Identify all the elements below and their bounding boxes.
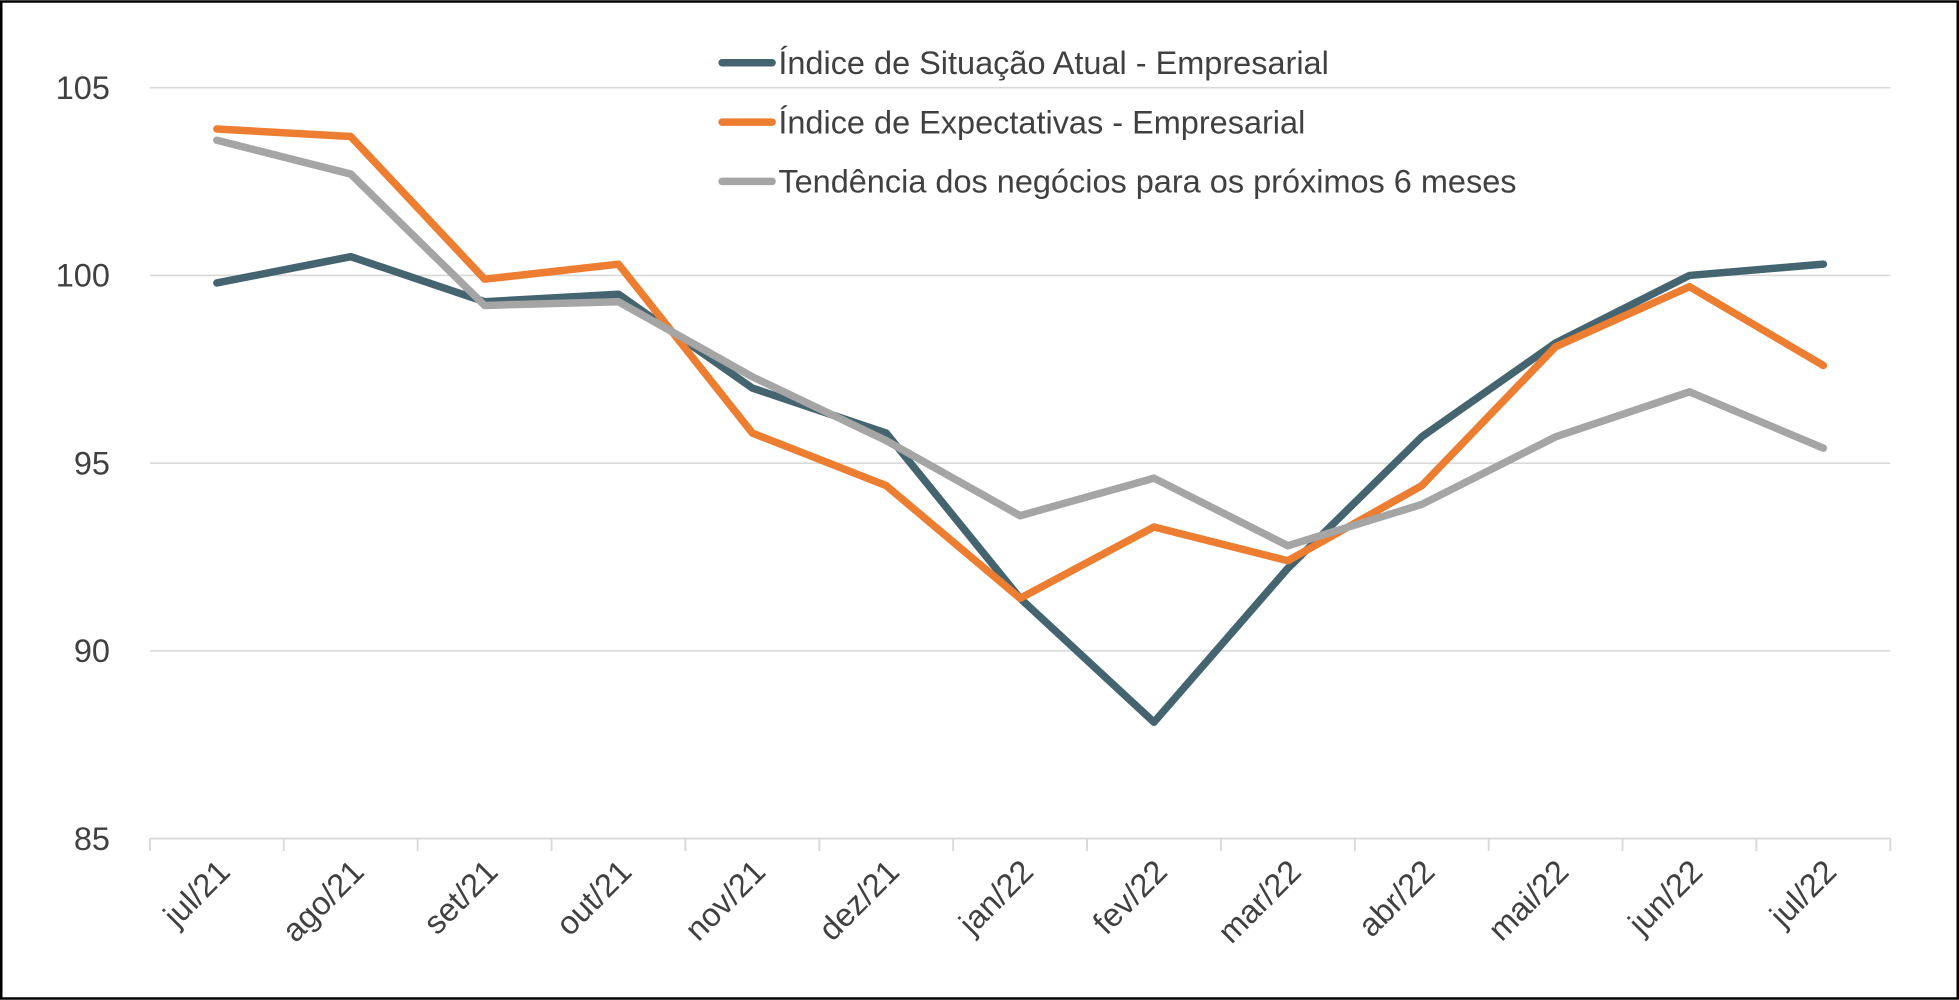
y-tick-label: 95 [74, 445, 110, 481]
legend-label: Tendência dos negócios para os próximos … [778, 164, 1516, 200]
y-tick-label: 90 [74, 633, 110, 669]
y-tick-label: 85 [74, 821, 110, 857]
y-tick-label: 100 [56, 258, 110, 294]
legend-label: Índice de Expectativas - Empresarial [778, 104, 1305, 140]
series-line [213, 125, 1828, 603]
y-tick-label: 105 [56, 70, 110, 106]
series-line [213, 136, 1828, 550]
legend-label: Índice de Situação Atual - Empresarial [778, 45, 1328, 81]
